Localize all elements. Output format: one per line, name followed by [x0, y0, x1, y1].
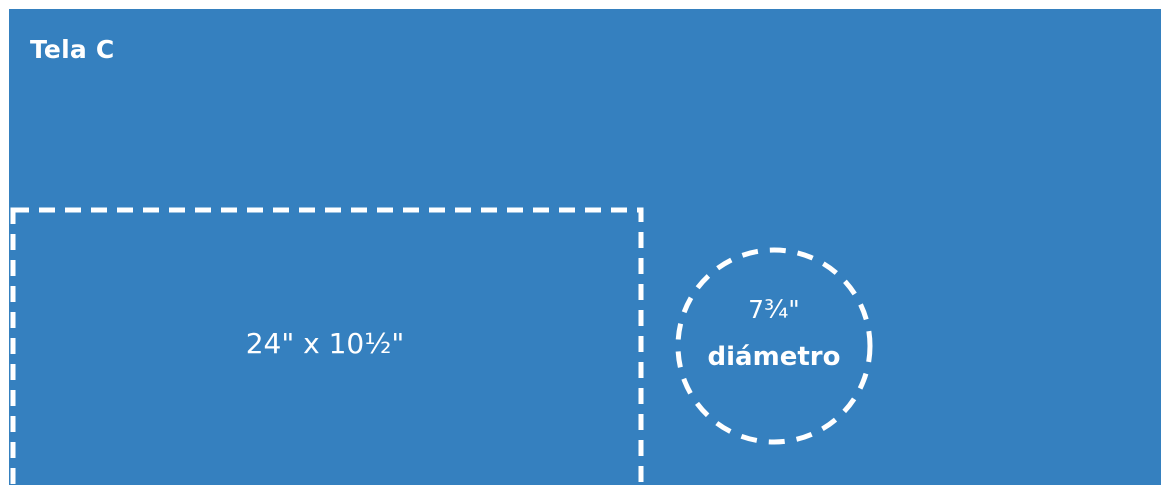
circle-diameter-label: diámetro [707, 342, 841, 372]
circle-diameter-value: 7¾" [748, 295, 800, 324]
panel-title: Tela C [30, 35, 115, 64]
cut-circle [675, 247, 873, 445]
rectangle-size-label: 24" x 10½" [245, 327, 405, 360]
fabric-panel: Tela C 24" x 10½" 7¾" diámetro [9, 9, 1161, 485]
cut-rectangle [10, 207, 644, 485]
cut-shapes [10, 207, 873, 485]
